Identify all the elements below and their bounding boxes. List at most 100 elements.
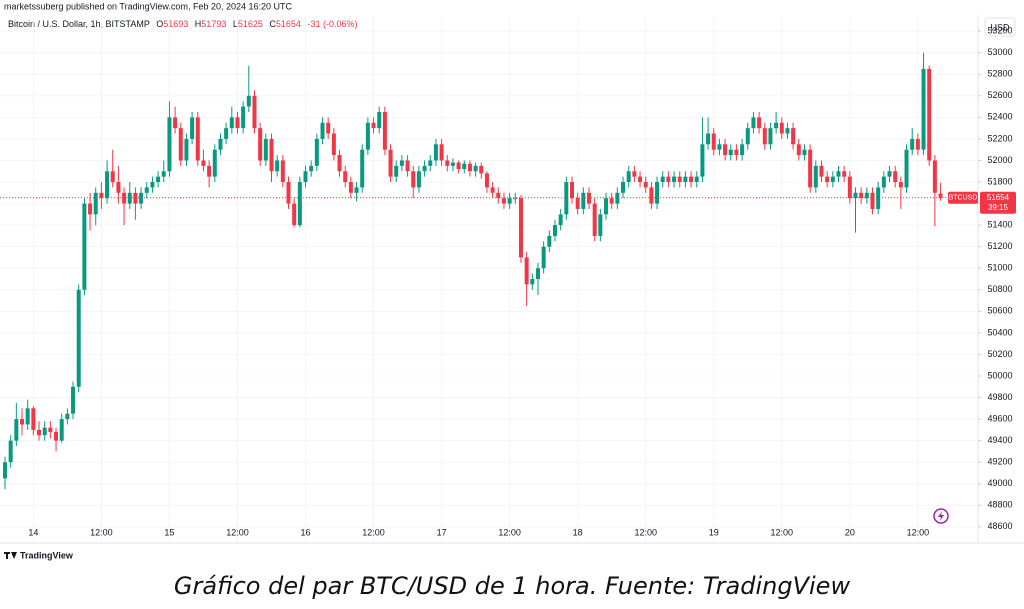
candle-body (326, 122, 331, 134)
x-tick-label: 12:00 (90, 527, 113, 537)
candle-body (354, 187, 359, 193)
candle-body (286, 182, 291, 204)
candle-body (706, 133, 711, 145)
candle-body (116, 182, 121, 193)
candle-body (99, 192, 104, 199)
y-tick-label: 51400 (987, 219, 1012, 229)
candle-body (915, 138, 920, 150)
ohlc-value: 51693 (163, 19, 188, 29)
candle-body (564, 182, 569, 215)
candle-body (76, 289, 81, 387)
candle-body (779, 122, 784, 134)
candle-body (195, 117, 200, 161)
candle-body (184, 138, 189, 161)
y-tick-label: 52200 (987, 133, 1012, 143)
symbol-tag (948, 191, 978, 204)
candle-body (643, 182, 648, 188)
candle-body (229, 117, 234, 129)
candle-body (501, 198, 506, 204)
candle-body (8, 440, 13, 463)
candle-body (609, 198, 614, 204)
x-tick-label: 19 (709, 527, 719, 537)
candle-body (689, 176, 694, 183)
candle-body (371, 122, 376, 129)
candle-body (615, 192, 620, 204)
candle-body (297, 182, 302, 226)
candle-body (144, 187, 149, 193)
candle-body (813, 165, 818, 188)
ohlc-label: O (156, 19, 163, 29)
candle-body (870, 192, 875, 209)
candle-body (927, 68, 932, 161)
x-tick-label: 12:00 (226, 527, 249, 537)
candle-body (751, 117, 756, 129)
symbol-legend: Bitcoin / U.S. Dollar, 1h, BITSTAMP O516… (8, 19, 357, 29)
candle-body (802, 149, 807, 156)
x-tick-label: 12:00 (771, 527, 794, 537)
candle-body (212, 149, 217, 177)
x-tick-label: 15 (164, 527, 174, 537)
candle-body (864, 192, 869, 199)
ohlc-change: -31 (-0.06%) (307, 19, 357, 29)
y-tick-label: 53200 (987, 26, 1012, 36)
logo: TradingView (4, 550, 74, 560)
candle-body (745, 128, 750, 145)
candle-body (830, 176, 835, 183)
candle-body (728, 149, 733, 156)
candle-body (734, 149, 739, 156)
y-tick-label: 49000 (987, 478, 1012, 488)
candle-body (558, 214, 563, 226)
y-tick-label: 52400 (987, 112, 1012, 122)
candle-body (768, 128, 773, 145)
candle-body (847, 176, 852, 199)
x-tick-label: 12:00 (634, 527, 657, 537)
candle-body (161, 171, 166, 177)
candle-body (700, 144, 705, 177)
candle-body (859, 192, 864, 199)
candle-body (331, 133, 336, 156)
candle-body (530, 279, 535, 285)
candle-body (547, 235, 552, 247)
candle-body (604, 198, 609, 215)
y-tick-label: 52600 (987, 90, 1012, 100)
candle-body (167, 117, 172, 172)
ohlc-value: 51625 (238, 19, 263, 29)
candle-body (14, 419, 19, 441)
candle-body (587, 192, 592, 204)
x-tick-label: 12:00 (498, 527, 521, 537)
candle-body (93, 192, 98, 215)
candle-body (82, 203, 87, 290)
candle-body (887, 171, 892, 177)
candle-body (621, 182, 626, 193)
y-tick-label: 51200 (987, 241, 1012, 251)
y-tick-label: 49600 (987, 413, 1012, 423)
candle-body (246, 95, 251, 107)
y-tick-label: 48600 (987, 521, 1012, 531)
candle-body (932, 160, 937, 193)
candle-body (711, 133, 716, 150)
x-tick-label: 17 (437, 527, 447, 537)
candle-body (524, 257, 529, 285)
candle-body (473, 165, 478, 172)
candle-body (575, 198, 580, 209)
candle-body (37, 429, 42, 436)
candle-body (513, 198, 518, 200)
candle-body (241, 106, 246, 129)
candle-body (428, 160, 433, 166)
candle-body (660, 176, 665, 183)
candle-body (552, 225, 557, 236)
price-tag-countdown: 39:15 (988, 203, 1009, 212)
candle-body (258, 128, 263, 161)
candle-body (105, 171, 110, 199)
candle-body (677, 176, 682, 183)
candle-body (450, 162, 455, 166)
candle-body (343, 171, 348, 183)
x-tick-label: 20 (845, 527, 855, 537)
candle-body (808, 149, 813, 188)
candle-body (535, 268, 540, 279)
candle-body (399, 160, 404, 166)
candle-body (626, 171, 631, 183)
candle-body (774, 122, 779, 129)
y-tick-label: 52000 (987, 155, 1012, 165)
